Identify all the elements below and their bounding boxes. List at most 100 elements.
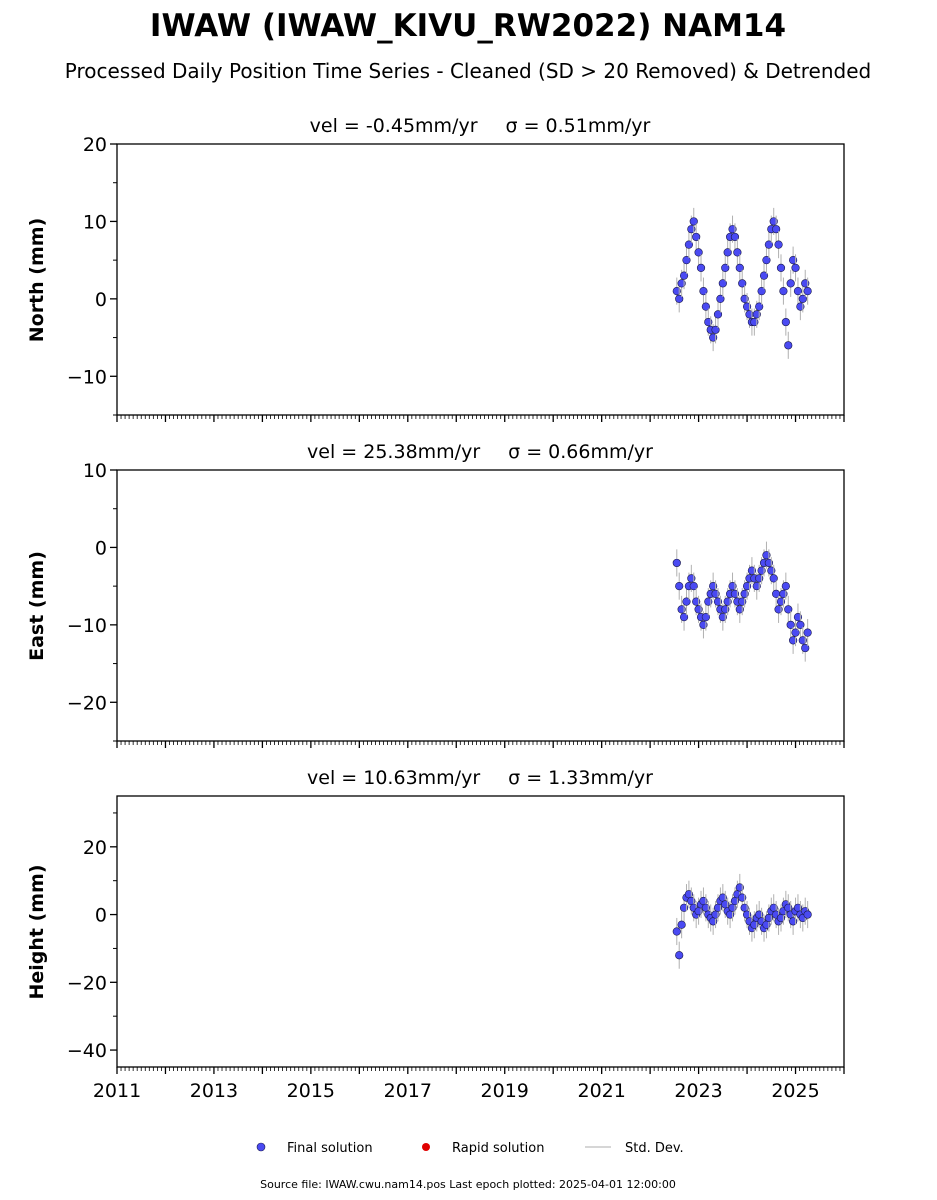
legend-final-label: Final solution (287, 1141, 373, 1156)
east-data-point (776, 597, 786, 606)
north-panel-title: vel = -0.45mm/yr σ = 0.51mm/yr (310, 115, 651, 137)
north-data-point (672, 287, 681, 296)
height-data-point (738, 893, 747, 902)
east-data-point (738, 597, 747, 606)
east-ytick-label: −20 (67, 692, 107, 714)
north-data-point (764, 240, 773, 249)
north-data-point (789, 256, 798, 265)
north-ytick-label: 20 (83, 134, 107, 156)
east-data-point (801, 643, 810, 653)
east-sigma: σ = 0.66mm/yr (508, 441, 653, 463)
north-sigma: σ = 0.51mm/yr (506, 115, 651, 137)
height-ytick-label: 0 (95, 905, 107, 927)
north-data-point (675, 294, 684, 303)
east-data-point (762, 551, 771, 560)
north-data-point (781, 317, 790, 327)
height-xtick-label: 2013 (190, 1080, 238, 1102)
north-ytick-label: 0 (95, 289, 107, 311)
east-ytick-label: 0 (95, 537, 107, 559)
north-data-point (803, 287, 812, 296)
height-xtick-label: 2019 (481, 1080, 529, 1102)
east-data-point (764, 558, 773, 568)
east-data-point (747, 566, 757, 575)
east-data-point (730, 589, 740, 598)
north-data-point (738, 279, 747, 288)
east-data-point (672, 558, 681, 568)
height-data-point (672, 927, 681, 936)
north-data-point (730, 232, 740, 242)
east-data-point (752, 582, 761, 591)
north-ylabel: North (mm) (26, 218, 48, 343)
north-data-point (711, 325, 720, 334)
north-data-point (755, 302, 764, 311)
east-data-point (774, 605, 783, 614)
height-ytick-label: −20 (67, 972, 107, 994)
north-data-point (779, 287, 788, 296)
north-data-point (791, 263, 800, 272)
north-ytick-label: 10 (83, 211, 107, 233)
legend: Final solution Rapid solution Std. Dev. (256, 1141, 684, 1156)
north-data-point (759, 271, 769, 280)
north-plot-frame (116, 143, 845, 416)
height-data-point (675, 951, 684, 960)
east-data-point (769, 574, 778, 583)
north-data-point (682, 256, 691, 265)
figure-title: IWAW (IWAW_KIVU_RW2022) NAM14 (150, 8, 786, 44)
north-axes: −10 0 10 20 (67, 134, 845, 422)
north-data-point (740, 294, 749, 303)
north-panel: vel = -0.45mm/yr σ = 0.51mm/yr North (mm)… (26, 115, 845, 422)
legend-rapid-marker (422, 1143, 430, 1151)
east-data-point (728, 582, 737, 591)
east-data-point (689, 582, 698, 591)
east-data-point (718, 613, 727, 622)
east-data-point (757, 566, 766, 575)
north-data-point (718, 279, 727, 288)
east-data-point (742, 582, 752, 591)
east-axes: −20 −10 0 10 (67, 460, 845, 748)
height-xtick-label: 2015 (287, 1080, 335, 1102)
legend-final-marker (256, 1142, 266, 1152)
east-data-point (721, 605, 730, 614)
east-data-point (796, 620, 805, 629)
east-marks (672, 541, 812, 662)
north-data-point (762, 256, 771, 265)
east-data-point (677, 605, 686, 614)
east-data-point (701, 613, 710, 622)
east-data-point (675, 582, 684, 591)
footer-source: Source file: IWAW.cwu.nam14.pos Last epo… (260, 1178, 676, 1191)
north-data-point (701, 302, 710, 311)
north-data-point (733, 248, 742, 257)
height-marks (672, 873, 812, 969)
east-data-point (803, 628, 812, 637)
north-data-point (679, 271, 689, 280)
figure-subtitle: Processed Daily Position Time Series - C… (65, 59, 871, 83)
east-data-point (694, 605, 703, 614)
north-data-point (735, 263, 744, 272)
east-data-point (767, 566, 776, 575)
height-data-point (677, 920, 686, 929)
height-xtick-label: 2021 (577, 1080, 625, 1102)
north-data-point (776, 263, 786, 272)
height-xtick-label: 2011 (93, 1080, 141, 1102)
north-data-point (752, 310, 761, 319)
east-data-point (755, 574, 764, 583)
north-data-point (689, 217, 698, 226)
height-xtick-label: 2023 (674, 1080, 722, 1102)
north-data-point (796, 302, 805, 311)
east-data-point (679, 613, 689, 622)
height-ytick-label: −40 (67, 1040, 107, 1062)
north-data-point (750, 317, 759, 327)
east-velocity: vel = 25.38mm/yr (307, 441, 480, 463)
east-data-point (786, 620, 795, 629)
east-data-point (793, 613, 803, 622)
north-data-point (677, 279, 686, 288)
north-data-point (769, 217, 778, 226)
height-xtick-label: 2025 (771, 1080, 819, 1102)
east-data-point (682, 597, 691, 606)
east-data-point (692, 597, 701, 606)
height-xtick-label: 2017 (384, 1080, 432, 1102)
east-panel: vel = 25.38mm/yr σ = 0.66mm/yr East (mm) … (26, 441, 845, 748)
east-ytick-label: 10 (83, 460, 107, 482)
north-data-point (757, 287, 766, 296)
